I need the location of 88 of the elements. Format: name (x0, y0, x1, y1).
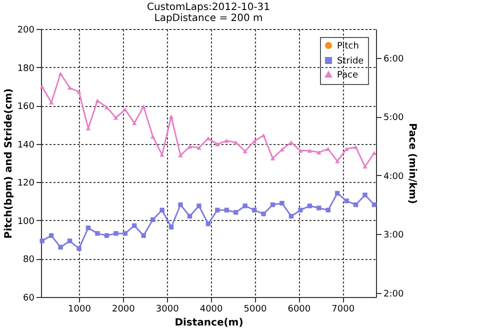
x-tick-label: 7000 (332, 304, 355, 314)
point (132, 223, 137, 228)
point (40, 238, 44, 244)
y2-tick-label: 3:00 (384, 230, 404, 241)
point (196, 146, 202, 150)
point (141, 233, 146, 238)
y-tick-label: 80 (23, 255, 35, 266)
point (114, 231, 118, 236)
x-axis-title: Distance(m) (174, 318, 244, 328)
point (252, 139, 257, 144)
point (58, 72, 63, 76)
point (362, 164, 368, 169)
x-tick-label: 2000 (112, 304, 136, 314)
point (48, 233, 54, 238)
point (234, 210, 238, 215)
point (178, 202, 183, 208)
point (141, 104, 146, 109)
point (326, 208, 330, 212)
point (261, 133, 266, 138)
point (288, 214, 294, 219)
x-tick-label: 1000 (68, 304, 92, 314)
chart-subtitle: LapDistance = 200 m (154, 13, 263, 24)
point (76, 246, 82, 251)
point (261, 212, 266, 216)
y-tick-label: 180 (17, 64, 35, 74)
point (344, 198, 349, 204)
point (344, 146, 349, 151)
point (353, 145, 358, 150)
chart-title: CustomLaps:2012-10-31 (146, 2, 270, 13)
legend-label: Pace (337, 70, 358, 80)
y2-tick-label: 6:00 (384, 54, 404, 64)
point (307, 204, 312, 208)
point (224, 208, 229, 212)
point (95, 231, 100, 236)
x-tick-label: 5000 (244, 304, 267, 314)
point (67, 238, 72, 244)
point (280, 147, 284, 152)
point (252, 208, 257, 212)
point (132, 121, 137, 126)
y-axis-title: Pitch(bpm) and Stride(cm) (3, 88, 14, 239)
y2-tick-label: 4:00 (384, 172, 404, 182)
point (67, 86, 72, 90)
y2-tick-label: 2:00 (384, 289, 404, 300)
point (150, 217, 156, 222)
x-tick-label: 6000 (288, 304, 311, 314)
y-tick-label: 140 (17, 140, 35, 150)
x-tick-label: 3000 (156, 304, 180, 314)
point (76, 90, 82, 94)
point (168, 114, 174, 119)
point (58, 244, 63, 250)
point (114, 116, 118, 120)
point (40, 84, 44, 89)
y2-tick-label: 5:00 (384, 113, 404, 124)
x-tick-label: 4000 (200, 304, 224, 314)
point (206, 222, 211, 226)
point (298, 208, 303, 212)
point (104, 233, 110, 238)
point (270, 202, 276, 208)
point (215, 208, 220, 212)
point (353, 202, 358, 208)
y2-axis-title: Pace (min/km) (406, 123, 418, 204)
point (168, 224, 174, 230)
point (334, 159, 340, 164)
y-tick-label: 100 (17, 216, 35, 227)
point (242, 204, 248, 208)
point (86, 226, 91, 230)
point (372, 150, 377, 156)
point (196, 204, 202, 208)
point (372, 202, 377, 208)
point (362, 192, 368, 198)
point (316, 206, 322, 210)
point (122, 231, 128, 236)
point (316, 150, 322, 154)
y-tick-label: 160 (17, 102, 35, 112)
y-tick-label: 200 (17, 26, 35, 36)
legend-label: Pitch (337, 42, 359, 52)
y-tick-label: 120 (17, 178, 35, 189)
point (326, 146, 330, 151)
point (242, 149, 248, 154)
point (187, 214, 192, 219)
point (160, 208, 164, 212)
point (150, 134, 156, 139)
point (280, 200, 284, 206)
legend-label: Stride (337, 56, 364, 66)
point (334, 190, 340, 196)
y-tick-label: 60 (23, 294, 35, 304)
point (270, 156, 276, 160)
point (178, 153, 183, 158)
